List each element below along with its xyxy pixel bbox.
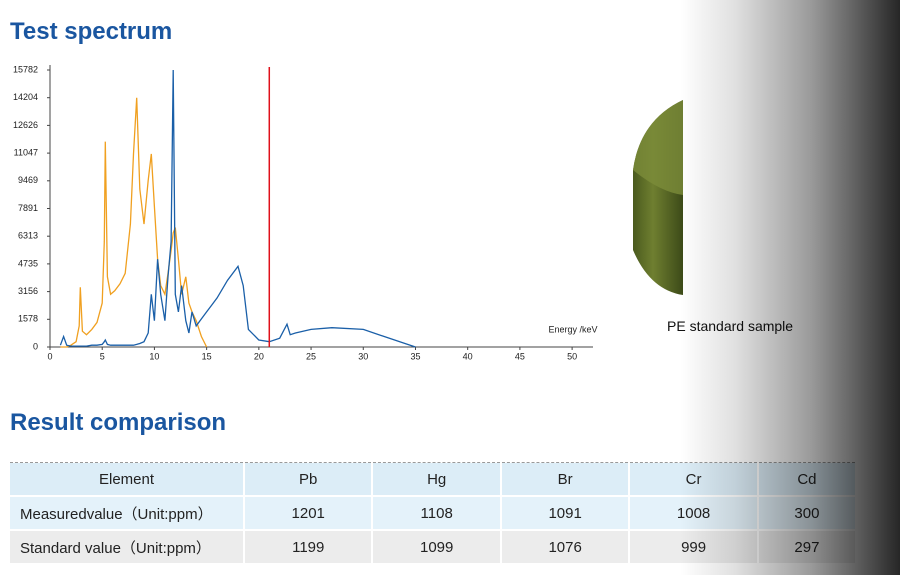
table-cell: Cr — [629, 462, 759, 497]
x-tick-label: 40 — [463, 351, 473, 361]
y-tick-label: 14204 — [13, 92, 38, 102]
x-tick-label: 10 — [149, 351, 159, 361]
table-cell: 1008 — [629, 496, 759, 531]
table-cell: Measuredvalue（Unit:ppm） — [10, 496, 245, 531]
result-table: Element Pb Hg Br Cr Cd Measuredvalue（Unit:ppm）… — [10, 462, 858, 565]
chart: 0 1578 3156 4735 6313 7891 9469 11047 12626 14204… — [13, 64, 598, 361]
section-title: Test spectrum — [10, 18, 173, 45]
y-tick-label: 6313 — [18, 231, 38, 241]
table-cell: Element — [10, 462, 245, 497]
x-tick-label: 30 — [358, 351, 368, 361]
section-title: Result comparison — [10, 409, 227, 436]
sample-image — [633, 100, 683, 295]
table-cell: 1076 — [500, 530, 631, 565]
x-tick-label: 15 — [202, 351, 212, 361]
table-cell: Cd — [757, 462, 858, 497]
y-tick-label: 7891 — [18, 203, 38, 213]
spectrum-line — [60, 97, 208, 348]
x-tick-label: 25 — [306, 351, 316, 361]
table-row: Element Pb Hg Br Cr Cd — [10, 462, 858, 497]
table-cell: 297 — [757, 530, 858, 565]
table-cell: Hg — [372, 462, 502, 497]
table-cell: Pb — [244, 462, 374, 497]
table-cell: Standard value（Unit:ppm） — [10, 530, 245, 565]
x-tick-label: 5 — [100, 351, 105, 361]
x-axis-label: Energy /keV — [548, 324, 597, 334]
table-cell: 1199 — [244, 530, 374, 565]
x-tick-label: 35 — [410, 351, 420, 361]
table-cell: Br — [500, 462, 631, 497]
table-row: Standard value（Unit:ppm） 1199 1099 1076 999 2… — [10, 530, 858, 565]
table-row: Measuredvalue（Unit:ppm） 1201 1108 1091 1008 3… — [10, 496, 858, 531]
x-tick-label: 45 — [515, 351, 525, 361]
y-tick-label: 3156 — [18, 286, 38, 296]
y-tick-label: 1578 — [18, 314, 38, 324]
y-tick-label: 15782 — [13, 64, 38, 74]
y-tick-label: 9469 — [18, 175, 38, 185]
spectrum-line — [59, 69, 416, 348]
table-cell: 1091 — [500, 496, 631, 531]
y-tick-label: 0 — [33, 341, 38, 351]
table-cell: 1099 — [372, 530, 502, 565]
x-tick-label: 20 — [254, 351, 264, 361]
table-cell: 1201 — [244, 496, 374, 531]
table-cell: 1108 — [372, 496, 502, 531]
image-caption: PE standard sample — [667, 318, 794, 334]
table-cell: 300 — [757, 496, 858, 531]
y-tick-label: 4735 — [18, 258, 38, 268]
y-tick-label: 12626 — [13, 120, 38, 130]
y-tick-label: 11047 — [14, 147, 38, 157]
x-tick-label: 0 — [47, 351, 52, 361]
x-tick-label: 50 — [567, 351, 577, 361]
table-cell: 999 — [629, 530, 759, 565]
